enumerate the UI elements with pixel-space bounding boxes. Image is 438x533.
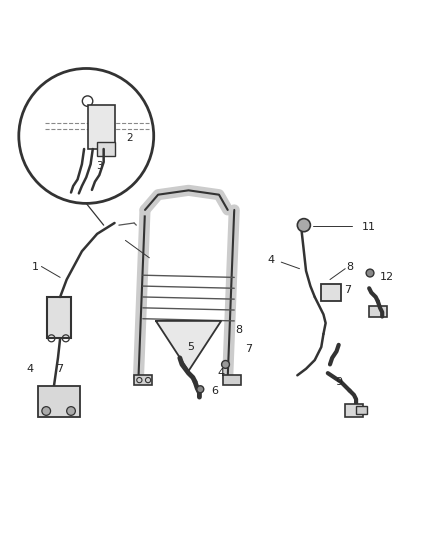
Bar [47,297,71,338]
Text: 3: 3 [96,161,102,172]
Bar [39,386,80,417]
Text: 7: 7 [57,364,64,374]
Text: 2: 2 [127,133,133,143]
Circle shape [222,360,230,368]
Circle shape [297,219,311,232]
Text: 1: 1 [32,262,39,271]
Text: 7: 7 [344,286,351,295]
Text: 4: 4 [218,368,225,378]
Circle shape [19,68,154,204]
Text: 6: 6 [211,385,218,395]
Bar [97,142,115,156]
Text: 9: 9 [335,377,342,387]
Text: 4: 4 [268,255,275,265]
Bar [134,375,152,385]
Circle shape [366,269,374,277]
Text: 8: 8 [235,325,242,335]
Bar [321,284,341,301]
Bar [369,305,387,317]
Circle shape [42,407,50,415]
Text: 8: 8 [346,262,353,271]
Bar [345,403,363,417]
Text: 7: 7 [244,344,252,354]
Text: 4: 4 [26,364,33,374]
Bar [223,375,241,385]
Circle shape [67,407,75,415]
Text: 12: 12 [379,272,394,282]
Polygon shape [156,321,221,371]
Text: 5: 5 [187,342,194,352]
Bar [356,406,367,415]
Bar [88,106,115,149]
Text: 11: 11 [362,222,376,232]
Circle shape [197,386,204,393]
